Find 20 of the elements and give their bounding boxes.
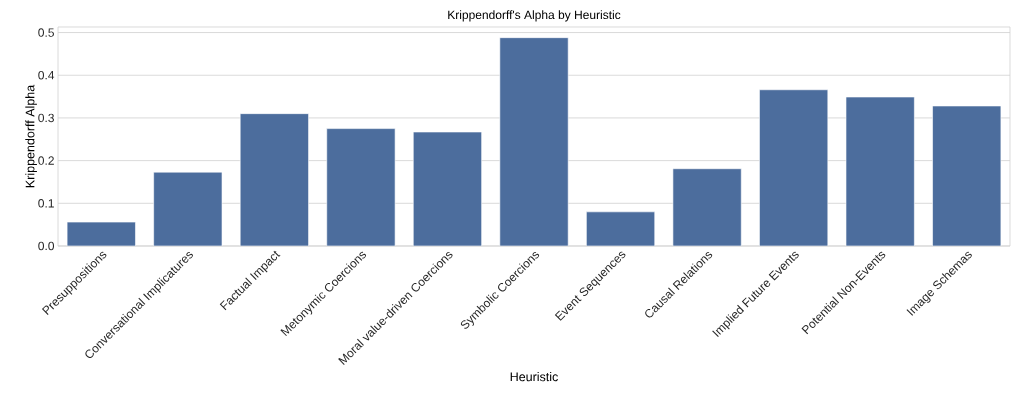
bar (239, 113, 309, 246)
y-tick-label: 0.4 (38, 70, 55, 80)
bar (66, 221, 136, 246)
bar (759, 89, 829, 246)
y-axis-title: Krippendorff Alpha (25, 84, 37, 188)
chart-title: Krippendorff's Alpha by Heuristic (448, 10, 621, 22)
y-tick-label: 0.3 (38, 113, 54, 123)
bar (326, 128, 396, 246)
bar (672, 168, 742, 246)
x-axis-title: Heuristic (510, 372, 558, 382)
y-tick-label: 0.2 (38, 156, 54, 165)
bar (153, 171, 223, 246)
bar (499, 37, 569, 246)
y-tick-label: 0.5 (38, 28, 54, 37)
bar (932, 105, 1002, 246)
bar (412, 131, 482, 246)
y-tick-label: 0.0 (38, 241, 55, 251)
bar (586, 211, 656, 246)
bar (845, 96, 915, 246)
y-tick-label: 0.1 (38, 199, 54, 208)
